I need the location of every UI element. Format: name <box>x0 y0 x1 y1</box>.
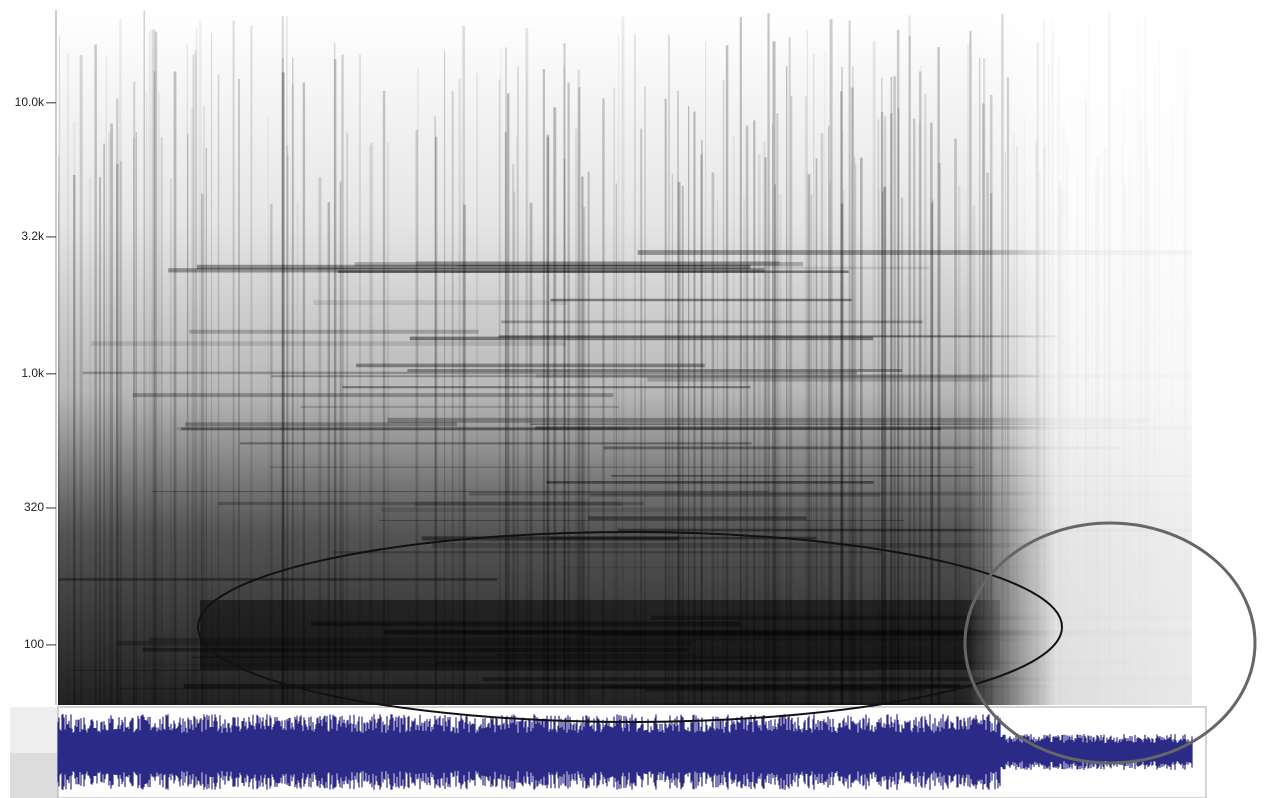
spectrogram-fade <box>58 10 1192 705</box>
track-control <box>10 753 58 798</box>
spectrogram-view: 100 320 1.0k 3.2k 10.0k <box>0 0 1267 798</box>
y-tick-label: 320 <box>24 500 44 514</box>
y-tick-label: 10.0k <box>15 95 45 109</box>
track-control <box>10 707 58 753</box>
page: 1003201.0k3.2k10.0k (() => { const data … <box>0 0 1267 798</box>
y-tick-label: 1.0k <box>21 366 45 380</box>
y-tick-label: 100 <box>24 637 44 651</box>
y-tick-label: 3.2k <box>21 229 45 243</box>
